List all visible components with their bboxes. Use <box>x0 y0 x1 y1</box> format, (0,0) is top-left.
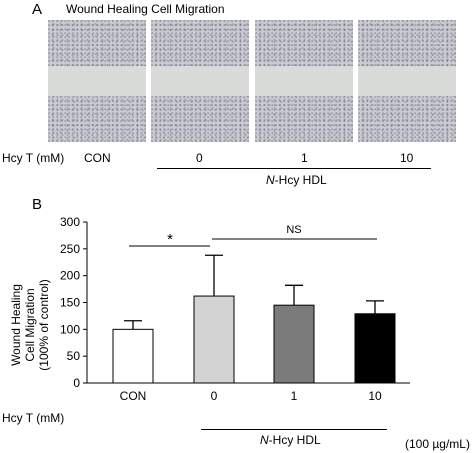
x-tick-label-1: 1 <box>291 389 298 403</box>
bar-10 <box>354 313 396 384</box>
x-tick-label-0: 0 <box>211 389 218 403</box>
panel-b-group-bracket <box>201 429 387 430</box>
significance-ns: NS <box>286 224 301 236</box>
panel-a-condition-10: 10 <box>400 151 414 165</box>
panel-a-condition-0: 0 <box>196 151 203 165</box>
bar-0 <box>193 295 235 384</box>
y-tick-label-300: 300 <box>60 215 80 229</box>
y-tick-label-100: 100 <box>60 322 80 336</box>
y-tick-label-0: 0 <box>73 376 80 390</box>
panel-a-letter: A <box>32 1 43 18</box>
micrograph-0 <box>151 20 249 142</box>
y-tick-label-200: 200 <box>60 269 80 283</box>
panel-a-group-label: N-Hcy HDL <box>266 173 327 187</box>
y-tick-label-150: 150 <box>60 296 80 310</box>
panel-a-title: Wound Healing Cell Migration <box>66 2 225 16</box>
y-axis-title-line-3: (100% of control) <box>37 279 51 370</box>
bar-CON <box>112 328 154 384</box>
y-axis-title: Wound Healing Cell Migration (100% of co… <box>9 279 51 370</box>
panel-a-condition-1: 1 <box>301 151 308 165</box>
panel-b-unit-note: (100 µg/mL) <box>405 437 470 451</box>
micrograph-1 <box>255 20 353 142</box>
panel-b-letter: B <box>32 196 43 213</box>
panel-b-row-label: Hcy T (mM) <box>2 411 65 425</box>
panel-a-group-bracket <box>157 168 431 169</box>
x-tick-label-CON: CON <box>120 389 147 403</box>
micrograph-10 <box>358 20 456 142</box>
panel-b-group-label: N-Hcy HDL <box>260 433 321 447</box>
bar-1 <box>273 304 315 384</box>
x-tick-label-10: 10 <box>368 389 382 403</box>
significance-star: * <box>167 231 173 248</box>
y-tick-label-50: 50 <box>67 349 81 363</box>
y-axis-title-line-2: Cell Migration <box>23 288 37 361</box>
panel-a-condition-con: CON <box>84 151 111 165</box>
micrograph-con <box>48 20 146 142</box>
panel-a-row-label: Hcy T (mM) <box>2 151 65 165</box>
y-axis-title-line-1: Wound Healing <box>9 284 23 366</box>
y-tick-label-250: 250 <box>60 242 80 256</box>
